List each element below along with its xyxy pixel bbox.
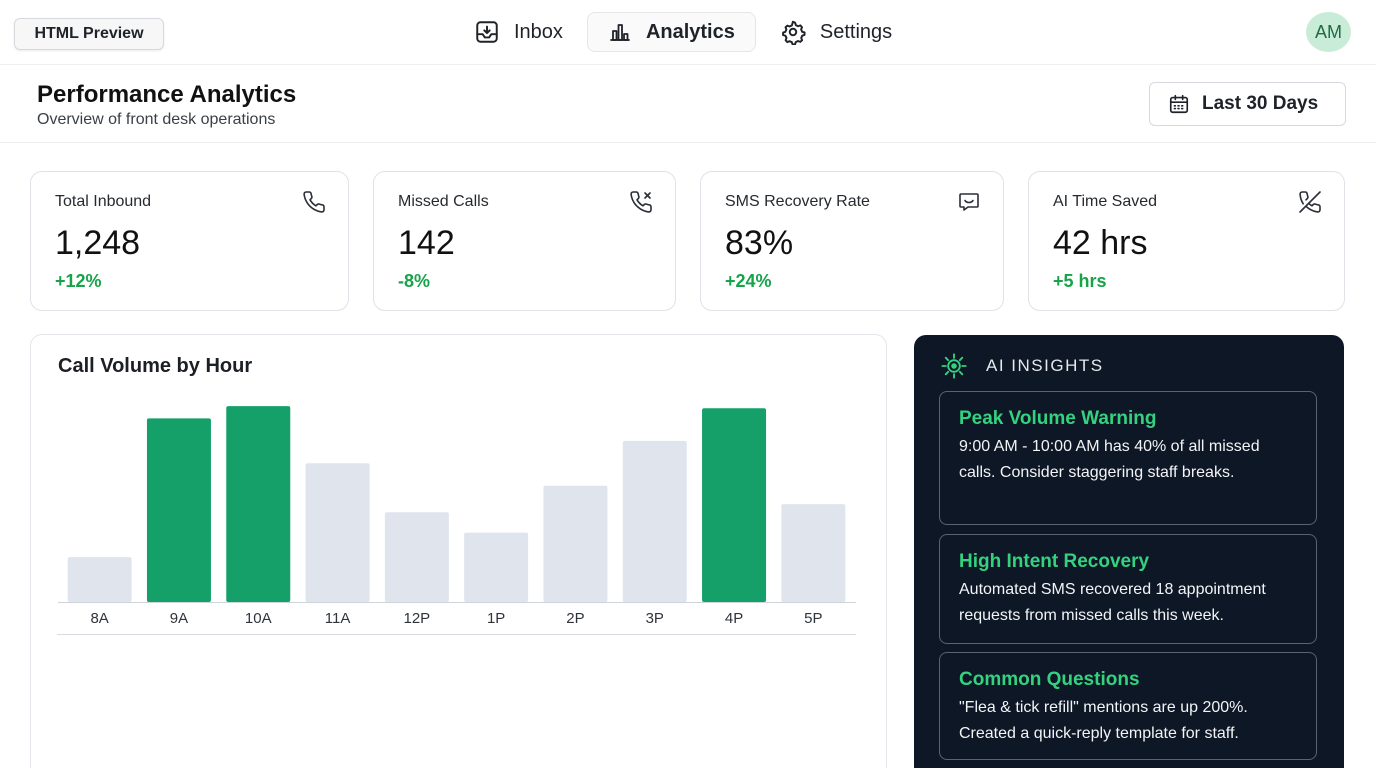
insight-card-high-intent[interactable]: High Intent Recovery Automated SMS recov… <box>939 534 1317 644</box>
chart-title: Call Volume by Hour <box>58 355 253 377</box>
insight-card-common-questions[interactable]: Common Questions "Flea & tick refill" me… <box>939 652 1317 760</box>
insight-body: 9:00 AM - 10:00 AM has 40% of all missed… <box>959 438 1260 481</box>
x-tick-label: 2P <box>566 610 584 627</box>
kpi-value: 42 hrs <box>1053 224 1148 262</box>
bar-9a[interactable] <box>146 418 211 602</box>
date-range-button[interactable]: Last 30 Days <box>1149 82 1346 126</box>
kpi-delta: +12% <box>55 271 102 291</box>
bar-4p[interactable] <box>702 408 767 602</box>
bar-3p[interactable] <box>622 440 687 602</box>
main-nav: Inbox Analytics Settings <box>460 12 916 52</box>
kpi-value: 83% <box>725 224 794 262</box>
page-header: Performance Analytics Overview of front … <box>0 65 1376 143</box>
kpi-card-total-inbound: Total Inbound 1,248 +12% <box>30 171 349 311</box>
bar-8a[interactable] <box>67 557 132 602</box>
x-tick-label: 1P <box>487 610 505 627</box>
html-preview-button[interactable]: HTML Preview <box>14 18 164 50</box>
page-title: Performance Analytics <box>37 81 297 108</box>
kpi-label: SMS Recovery Rate <box>725 193 870 210</box>
phone-missed-icon <box>630 191 652 213</box>
ai-sparkle-icon <box>941 353 967 379</box>
bar-10a[interactable] <box>226 406 291 602</box>
kpi-card-ai-time-saved: AI Time Saved 42 hrs +5 hrs <box>1028 171 1345 311</box>
bar-12p[interactable] <box>384 512 449 602</box>
nav-item-settings[interactable]: Settings <box>766 12 906 52</box>
x-tick-label: 10A <box>245 610 272 627</box>
top-bar: HTML Preview Inbox Analytics S <box>0 0 1376 65</box>
insight-title: Common Questions <box>959 669 1140 690</box>
insight-body: "Flea & tick refill" mentions are up 200… <box>959 699 1248 742</box>
x-tick-label: 11A <box>325 610 351 627</box>
kpi-value: 142 <box>398 224 455 262</box>
kpi-delta: -8% <box>398 271 431 291</box>
call-volume-chart: 8A 9A 10A 11A 12P 1P 2P 3P 4P 5P <box>57 406 856 635</box>
bar-1p[interactable] <box>464 532 529 602</box>
x-tick-label: 12P <box>403 610 430 627</box>
nav-item-label: Analytics <box>645 20 735 43</box>
insight-card-peak-volume[interactable]: Peak Volume Warning 9:00 AM - 10:00 AM h… <box>939 391 1317 525</box>
message-icon <box>959 193 979 211</box>
kpi-value: 1,248 <box>55 224 141 262</box>
call-volume-chart-card: Call Volume by Hour 8A 9A 10A 11A 12P 1P 2P 3P 4… <box>30 334 887 768</box>
x-tick-label: 8A <box>90 610 108 627</box>
gear-icon <box>781 20 806 45</box>
kpi-card-sms-recovery: SMS Recovery Rate 83% +24% <box>700 171 1004 311</box>
phone-icon <box>303 191 325 213</box>
x-tick-label: 9A <box>170 610 188 627</box>
ai-insights-heading: AI INSIGHTS <box>986 356 1104 375</box>
phone-off-icon <box>1299 191 1321 213</box>
nav-item-analytics[interactable]: Analytics <box>586 12 756 52</box>
insight-body: Automated SMS recovered 18 appointment r… <box>959 581 1266 624</box>
bar-5p[interactable] <box>781 504 846 602</box>
kpi-label: AI Time Saved <box>1053 193 1158 210</box>
insight-title: High Intent Recovery <box>959 551 1150 572</box>
nav-item-label: Inbox <box>514 20 563 43</box>
nav-item-label: Settings <box>819 20 893 43</box>
kpi-label: Missed Calls <box>398 193 489 210</box>
x-tick-label: 5P <box>804 610 822 627</box>
ai-insights-header: AI INSIGHTS <box>940 352 1104 380</box>
kpi-delta: +5 hrs <box>1053 271 1107 291</box>
bar-chart-icon <box>610 24 630 41</box>
x-tick-label: 3P <box>646 610 664 627</box>
date-range-label: Last 30 Days <box>1202 93 1319 114</box>
bar-11a[interactable] <box>305 463 370 602</box>
insight-title: Peak Volume Warning <box>959 408 1157 429</box>
nav-item-inbox[interactable]: Inbox <box>460 12 577 52</box>
calendar-icon <box>1169 94 1189 114</box>
ai-insights-panel: AI INSIGHTS Peak Volume Warning 9:00 AM … <box>914 335 1344 768</box>
kpi-delta: +24% <box>725 271 772 291</box>
inbox-icon <box>476 21 498 43</box>
kpi-label: Total Inbound <box>55 193 152 210</box>
kpi-card-missed-calls: Missed Calls 142 -8% <box>373 171 676 311</box>
page-subtitle: Overview of front desk operations <box>37 111 276 128</box>
x-tick-label: 4P <box>725 610 743 627</box>
user-avatar[interactable]: AM <box>1306 12 1351 52</box>
bar-2p[interactable] <box>543 485 608 602</box>
